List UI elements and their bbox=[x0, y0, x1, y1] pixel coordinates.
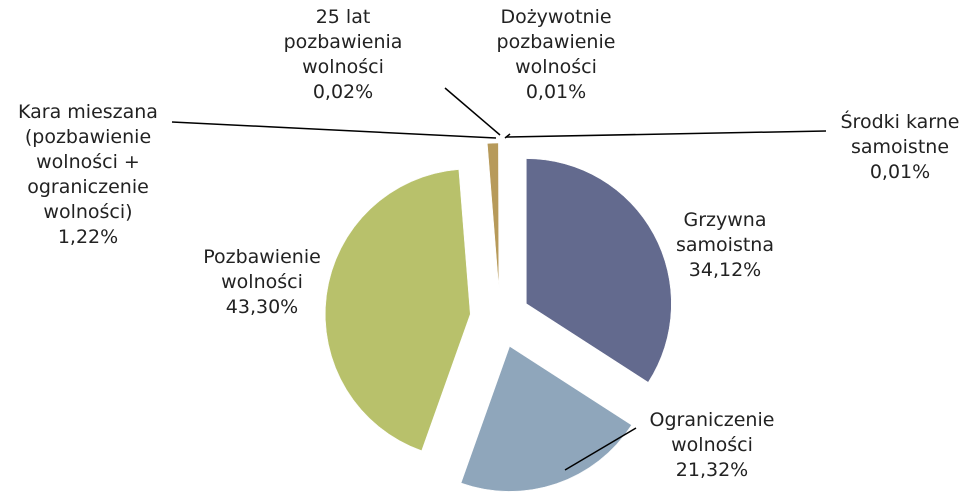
category-label: Środki karne samoistne bbox=[840, 111, 960, 158]
pie-slice bbox=[460, 346, 632, 492]
leader-line bbox=[504, 133, 511, 139]
pie-slice bbox=[487, 142, 500, 289]
value-label: 0,01% bbox=[869, 161, 931, 183]
pie-slice bbox=[325, 169, 471, 452]
category-label: Dożywotnie pozbawienie wolności bbox=[496, 6, 616, 78]
value-label: 21,32% bbox=[675, 459, 749, 481]
leader-line bbox=[564, 427, 637, 471]
pie-slice bbox=[526, 158, 672, 383]
category-label: Grzywna samoistna bbox=[676, 209, 774, 256]
value-label: 0,01% bbox=[525, 81, 587, 103]
category-label: Pozbawienie wolności bbox=[203, 246, 321, 293]
value-label: 1,22% bbox=[57, 226, 119, 248]
leader-line bbox=[505, 130, 827, 138]
value-label: 34,12% bbox=[688, 259, 762, 281]
category-label: Ograniczenie wolności bbox=[649, 409, 775, 456]
slice-label: Dożywotnie pozbawienie wolności 0,01% bbox=[471, 5, 641, 105]
slice-label: 25 lat pozbawienia wolności 0,02% bbox=[278, 5, 408, 105]
category-label: 25 lat pozbawienia wolności bbox=[283, 6, 403, 78]
leader-line bbox=[171, 121, 497, 139]
value-label: 0,02% bbox=[312, 81, 374, 103]
slice-label: Grzywna samoistna 34,12% bbox=[650, 208, 800, 283]
leader-line bbox=[444, 87, 501, 136]
slice-label: Pozbawienie wolności 43,30% bbox=[182, 245, 342, 320]
slice-label: Kara mieszana (pozbawienie wolności + og… bbox=[0, 100, 176, 250]
slice-label: Ograniczenie wolności 21,32% bbox=[627, 408, 797, 483]
value-label: 43,30% bbox=[225, 296, 299, 318]
slice-label: Środki karne samoistne 0,01% bbox=[825, 110, 974, 185]
category-label: Kara mieszana (pozbawienie wolności + og… bbox=[18, 101, 158, 223]
